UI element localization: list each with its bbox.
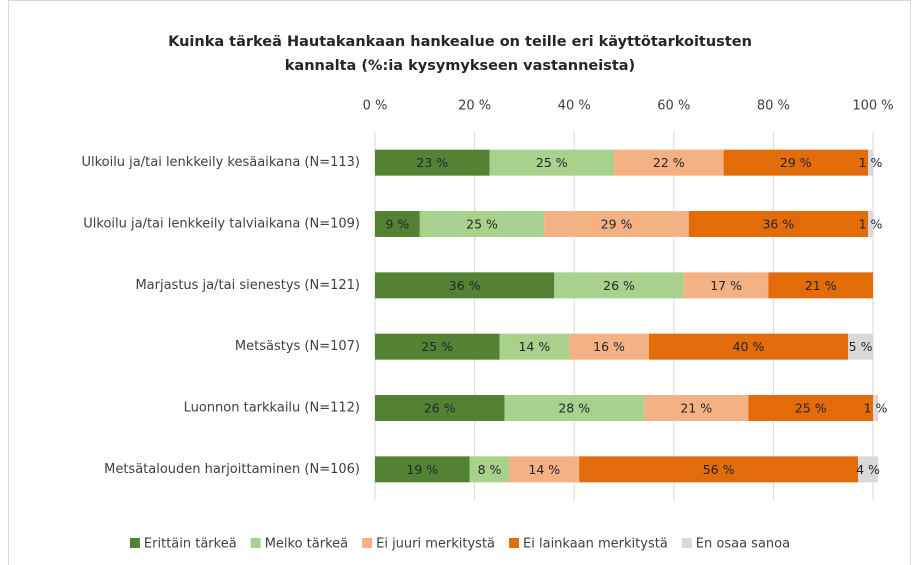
bar-segment [375,333,500,360]
data-label: 56 % [703,462,735,477]
legend-swatch [250,538,261,548]
data-label: 14 % [518,339,550,354]
x-tick-label: 40 % [558,99,591,114]
data-label: 14 % [528,462,560,477]
bar-segment [509,456,580,483]
legend-label: Melko tärkeä [265,537,348,552]
y-tick-label: Ulkoilu ja/tai lenkkeily kesäaikana (N=1… [81,155,360,170]
y-tick-label: Metsästys (N=107) [235,339,360,354]
x-tick-label: 60 % [657,99,690,114]
bar-segment [868,211,873,237]
data-label: 26 % [603,278,635,293]
data-label: 25 % [421,339,453,354]
bar-segment [723,149,869,176]
data-label: 8 % [478,462,502,477]
bar-segment [858,456,878,483]
chart-title: Kuinka tärkeä Hautakankaan hankealue on … [168,34,752,50]
data-label: 22 % [653,155,685,170]
legend-label: Ei lainkaan merkitystä [523,537,668,552]
data-label: 40 % [733,339,765,354]
bar-segment [499,333,570,360]
x-tick-label: 0 % [363,99,388,114]
legend-label: En osaa sanoa [696,537,790,552]
data-label: 1 % [864,401,888,416]
data-label: 25 % [795,401,827,416]
data-label: 23 % [416,155,448,170]
data-label: 29 % [780,155,812,170]
data-label: 1 % [859,155,883,170]
bar-segment [419,211,545,237]
bar-segment [748,395,873,421]
data-label: 16 % [593,339,625,354]
x-tick-label: 80 % [757,99,790,114]
bar-segment [489,149,615,176]
data-label: 36 % [762,217,794,232]
data-label: 29 % [601,217,633,232]
y-tick-label: Ulkoilu ja/tai lenkkeily talviaikana (N=… [83,217,360,232]
data-label: 5 % [849,339,873,354]
legend-swatch [509,538,520,548]
x-tick-label: 100 % [852,99,893,114]
bar-segment [648,333,849,360]
y-tick-label: Metsätalouden harjoittaminen (N=106) [104,462,360,477]
bar-segment [643,395,749,421]
bar-segment [375,149,490,176]
legend-label: Ei juuri merkitystä [376,537,495,552]
bar-segment [848,333,873,360]
bar-segment [504,395,644,421]
chart-frame [8,0,911,565]
bar-segment [554,272,684,299]
bar-segment [375,456,470,483]
chart-title: kannalta (%:ia kysymykseen vastanneista) [285,58,635,74]
data-label: 9 % [386,217,410,232]
data-label: 17 % [710,278,742,293]
legend: Erittäin tärkeä Melko tärkeä Ei juuri merk… [129,537,790,552]
data-label: 21 % [805,278,837,293]
bar-segment [768,272,873,299]
data-label: 25 % [536,155,568,170]
data-label: 28 % [558,401,590,416]
legend-swatch [129,538,140,548]
data-label: 4 % [856,462,880,477]
legend-label: Erittäin tärkeä [144,537,237,552]
y-tick-label: Marjastus ja/tai sienestys (N=121) [135,278,360,293]
bar-segment [375,211,420,237]
bar-segment [579,456,859,483]
bar-segment [873,395,878,421]
bar-segment [683,272,769,299]
data-label: 21 % [680,401,712,416]
bar-segment [569,333,649,360]
data-label: 19 % [406,462,438,477]
data-label: 26 % [424,401,456,416]
data-label: 36 % [449,278,481,293]
x-tick-label: 20 % [458,99,491,114]
legend-swatch [362,538,373,548]
bar-segment [544,211,689,237]
data-label: 1 % [859,217,883,232]
bar-segment [375,272,555,299]
y-tick-label: Luonnon tarkkailu (N=112) [184,401,360,416]
bar-segment [688,211,869,237]
bar-segment [375,395,505,421]
legend-swatch [681,538,692,548]
data-label: 25 % [466,217,498,232]
bar-segment [614,149,724,176]
bar-segment [469,456,510,483]
bar-segment [868,149,873,176]
